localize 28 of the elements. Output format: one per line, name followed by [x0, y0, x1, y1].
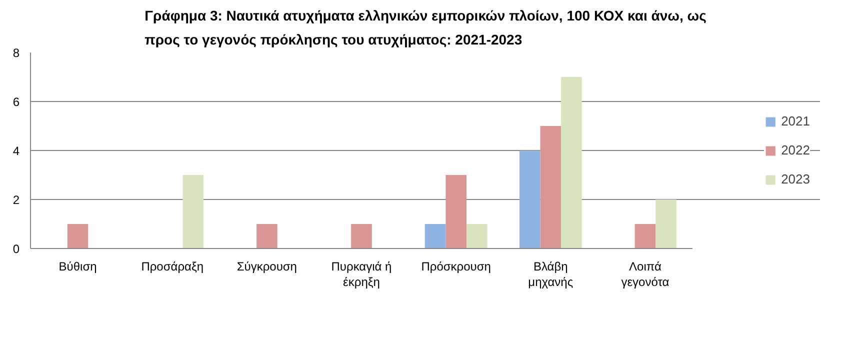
- chart-title: Γράφημα 3: Ναυτικά ατυχήματα ελληνικών εμπορικών πλοίων, 100 ΚΟΧ και άνω, ως προς το γεγονός πρόκλησης του ατυχήματος: 2021-2023: [144, 8, 706, 48]
- bar: [561, 77, 582, 248]
- x-tick-label: Πρόσκρουση: [421, 260, 491, 274]
- legend-label: 2023: [781, 172, 810, 186]
- bar: [519, 150, 540, 248]
- x-tick-label: Βύθιση: [58, 260, 97, 274]
- bar: [351, 224, 372, 248]
- y-tick-label: 8: [12, 46, 20, 60]
- y-tick-label: 4: [12, 144, 20, 158]
- bar: [182, 175, 204, 248]
- y-tick-label: 2: [12, 193, 20, 207]
- x-tick-label: Πυρκαγιά ή έκρηξη: [331, 260, 392, 289]
- bar: [424, 224, 446, 248]
- bar: [67, 224, 88, 248]
- legend-label: 2021: [781, 114, 810, 128]
- bar: [446, 175, 466, 248]
- x-tick-label: Λοιπά γεγονότα: [621, 260, 670, 289]
- x-tick-label: Σύγκρουση: [236, 260, 297, 274]
- bar: [256, 224, 278, 248]
- y-tick-label: 0: [12, 242, 20, 256]
- x-tick-label: Βλάβη μηχανής: [528, 260, 574, 289]
- bar: [634, 224, 656, 248]
- x-tick-label: Προσάραξη: [141, 260, 204, 274]
- legend-label: 2022: [781, 142, 810, 158]
- bar: [656, 200, 676, 248]
- bar: [540, 126, 562, 248]
- bar: [466, 224, 488, 248]
- y-tick-label: 6: [12, 95, 20, 109]
